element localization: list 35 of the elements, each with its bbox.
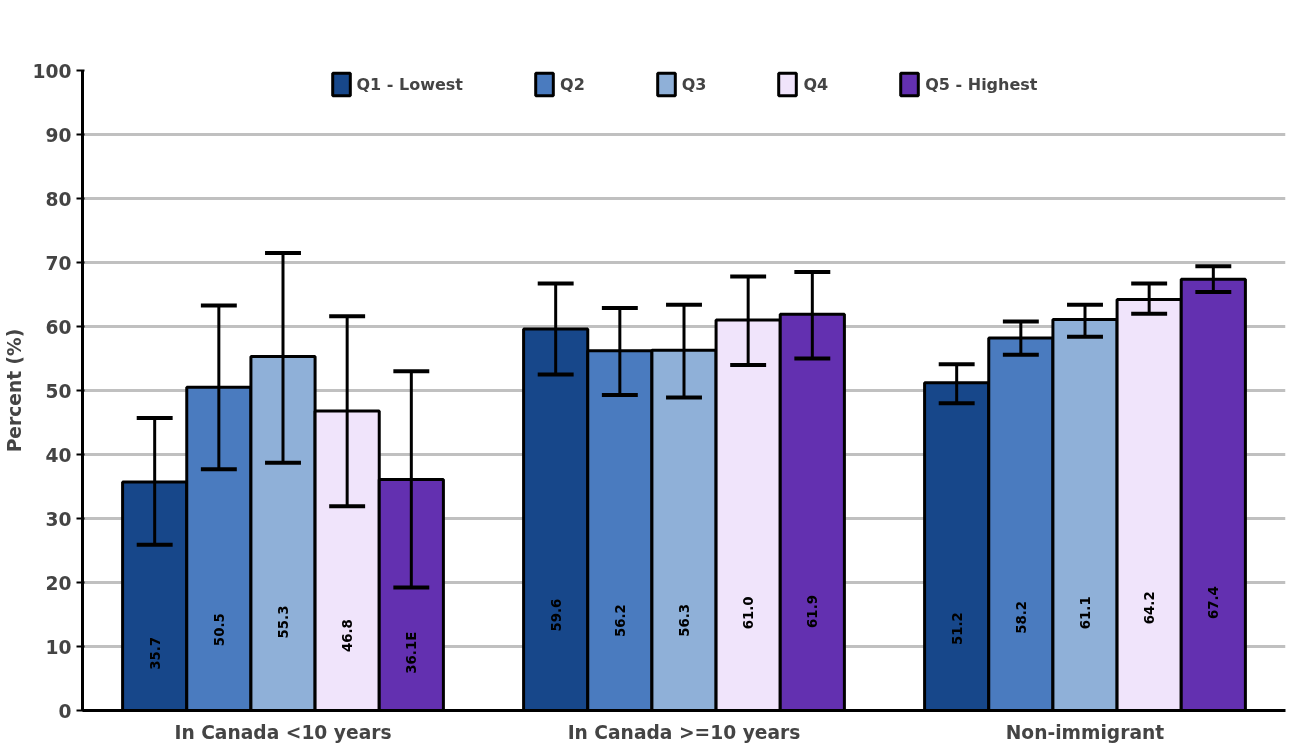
y-tick-label: 50 [45, 380, 72, 402]
legend-label: Q2 [560, 74, 585, 94]
data-label: 35.7 [147, 636, 163, 670]
legend-label: Q3 [681, 74, 707, 94]
y-tick-label: 20 [45, 572, 72, 594]
data-label: 56.2 [612, 604, 628, 638]
data-label: 50.5 [211, 613, 227, 647]
y-tick-label: 60 [45, 316, 72, 338]
x-tick-label: Non-immigrant [1005, 721, 1165, 743]
y-tick-label: 40 [45, 444, 72, 466]
y-tick-label: 10 [45, 636, 72, 658]
y-tick-label: 30 [45, 508, 72, 530]
data-label: 51.2 [949, 612, 965, 646]
data-label: 61.1 [1078, 596, 1093, 630]
data-label: 61.0 [741, 596, 757, 630]
data-label: 36.1E [403, 631, 419, 674]
y-tick-label: 80 [45, 188, 72, 210]
x-tick-label: In Canada <10 years [174, 721, 392, 743]
data-label: 61.9 [805, 595, 821, 628]
data-label: 55.3 [276, 605, 291, 639]
legend-label: Q4 [803, 74, 829, 94]
data-label: 46.8 [340, 619, 356, 653]
data-label: 67.4 [1206, 586, 1222, 620]
y-axis-title: Percent (%) [3, 328, 25, 453]
data-label: 64.2 [1142, 591, 1158, 625]
data-label: 59.6 [548, 598, 564, 632]
data-label: 56.3 [677, 603, 692, 637]
data-label: 58.2 [1013, 600, 1029, 634]
legend-label: Q5 - Highest [925, 74, 1038, 94]
y-tick-label: 70 [45, 252, 72, 274]
y-tick-label: 90 [45, 124, 72, 146]
y-tick-label: 100 [32, 60, 72, 82]
x-tick-label: In Canada >=10 years [567, 721, 801, 743]
y-tick-label: 0 [58, 700, 72, 722]
legend-label: Q1 - Lowest [356, 74, 464, 94]
